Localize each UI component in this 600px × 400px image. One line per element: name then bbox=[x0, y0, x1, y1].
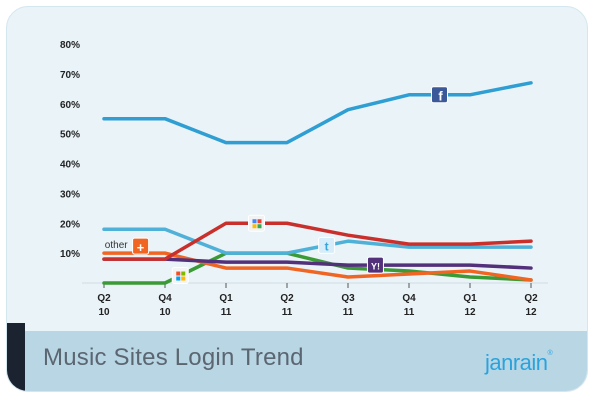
x-tick-label: Q4 bbox=[402, 293, 416, 304]
yahoo-icon: Y! bbox=[366, 256, 384, 274]
registered-mark: ® bbox=[547, 350, 553, 357]
series-line-yahoo bbox=[102, 257, 533, 270]
facebook-glyph: f bbox=[438, 88, 443, 103]
x-tick-label: Q1 bbox=[463, 293, 477, 304]
y-tick-label: 70% bbox=[60, 70, 80, 81]
x-tick-sublabel: 11 bbox=[343, 307, 354, 318]
plus-icon-bg bbox=[132, 237, 150, 255]
x-tick-sublabel: 11 bbox=[404, 307, 415, 318]
plus-glyph: + bbox=[137, 240, 145, 255]
y-tick-label: 50% bbox=[60, 130, 80, 141]
brand-name: janrain bbox=[485, 350, 548, 375]
y-tick-label: 30% bbox=[60, 189, 80, 200]
twitter-glyph: t bbox=[325, 240, 329, 254]
x-tick-sublabel: 12 bbox=[525, 307, 537, 318]
yahoo-glyph: Y! bbox=[371, 261, 380, 271]
windows-icon-pane bbox=[176, 271, 181, 276]
windows-icon-pane bbox=[181, 271, 186, 276]
series-line-google bbox=[102, 221, 533, 261]
facebook-icon: f bbox=[431, 86, 448, 104]
x-tick-sublabel: 11 bbox=[221, 307, 232, 318]
footer-bar bbox=[7, 331, 587, 391]
windows-icon bbox=[171, 267, 189, 285]
janrain-logo: janrain® bbox=[485, 350, 553, 376]
y-tick-label: 80% bbox=[60, 40, 80, 51]
x-tick-label: Q1 bbox=[219, 293, 233, 304]
chart-card: Music Sites Login Trend janrain® bbox=[6, 6, 588, 392]
plus-icon: + bbox=[132, 237, 150, 255]
x-tick-sublabel: 11 bbox=[282, 307, 293, 318]
facebook-icon-bg bbox=[431, 86, 448, 104]
y-tick-label: 10% bbox=[60, 249, 80, 260]
x-tick-label: Q4 bbox=[158, 293, 172, 304]
google-icon bbox=[248, 214, 265, 232]
windows-icon-pane bbox=[176, 276, 181, 281]
y-tick-label: 60% bbox=[60, 100, 80, 111]
twitter-icon: t bbox=[318, 236, 336, 254]
series-line-facebook bbox=[102, 81, 533, 145]
y-tick-label: 20% bbox=[60, 219, 80, 230]
x-tick-sublabel: 12 bbox=[464, 307, 476, 318]
x-tick-sublabel: 10 bbox=[98, 307, 110, 318]
series-line-twitter bbox=[102, 227, 533, 255]
series-line-other bbox=[102, 251, 533, 282]
google-icon-quad bbox=[257, 219, 262, 224]
footer-dark-tab bbox=[7, 323, 25, 391]
x-tick-label: Q3 bbox=[341, 293, 355, 304]
windows-icon-pane bbox=[181, 276, 186, 281]
y-tick-label: 40% bbox=[60, 160, 80, 171]
x-tick-label: Q2 bbox=[524, 293, 538, 304]
google-icon-quad bbox=[252, 219, 257, 224]
x-tick-label: Q2 bbox=[280, 293, 294, 304]
other-annotation: other bbox=[105, 240, 128, 251]
yahoo-icon-bg bbox=[366, 256, 384, 274]
x-tick-sublabel: 10 bbox=[159, 307, 171, 318]
chart-title: Music Sites Login Trend bbox=[43, 344, 304, 371]
google-icon-quad bbox=[252, 224, 257, 229]
google-icon-quad bbox=[257, 224, 262, 229]
x-tick-label: Q2 bbox=[97, 293, 111, 304]
twitter-icon-bg bbox=[318, 236, 336, 254]
